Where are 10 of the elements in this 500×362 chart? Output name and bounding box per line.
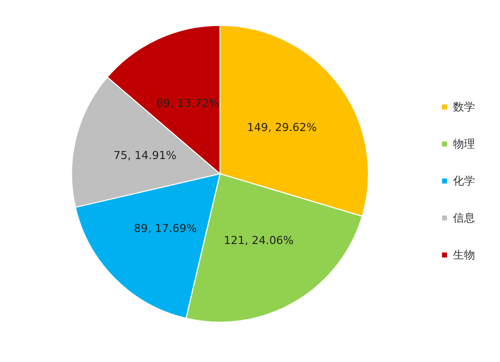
legend-label: 数学: [453, 100, 475, 114]
data-label: 149, 29.62%: [246, 121, 317, 134]
data-label: 121, 24.06%: [224, 234, 294, 248]
legend-label: 信息: [453, 212, 475, 224]
legend-label: 生物: [453, 248, 475, 262]
data-label: 75, 14.91%: [114, 148, 176, 162]
legend-label: 物理: [453, 138, 475, 150]
legend-label: 化学: [453, 174, 475, 188]
data-label: 89, 17.69%: [134, 222, 197, 235]
data-label: 69, 13.72%: [156, 97, 220, 110]
